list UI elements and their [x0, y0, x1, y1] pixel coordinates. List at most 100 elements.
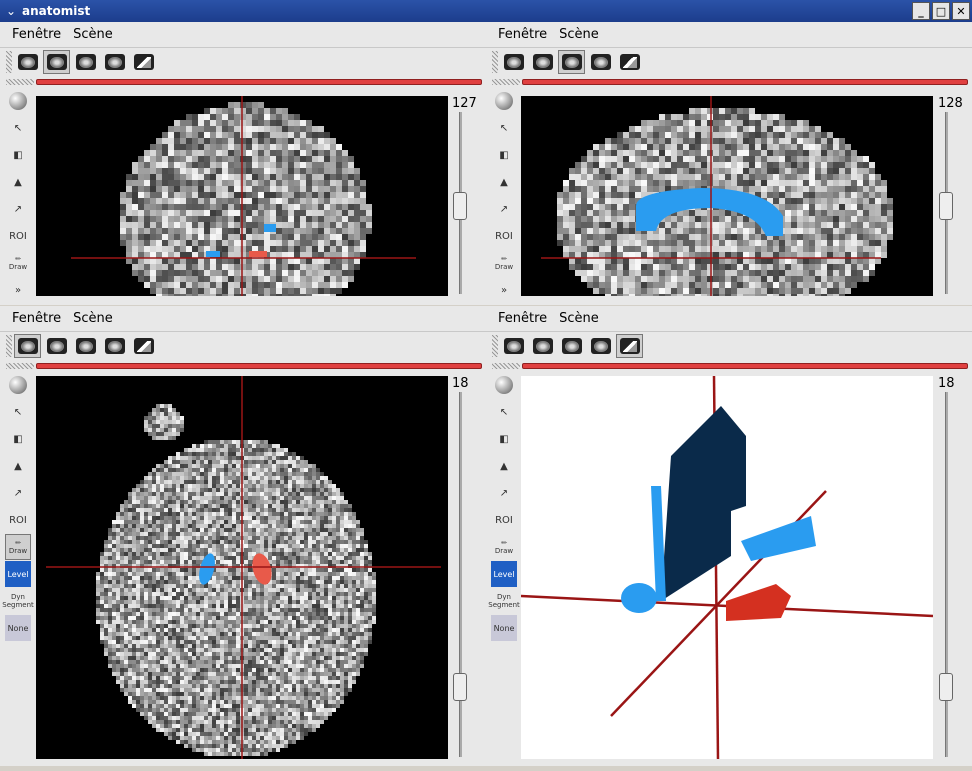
default-control-icon[interactable] [491, 372, 517, 398]
segment-label: Segment [2, 601, 34, 609]
selection-arrow-icon[interactable]: ↖ [499, 122, 509, 134]
flight-icon[interactable]: ▲ [500, 176, 508, 188]
view-axial2-button[interactable] [101, 50, 128, 74]
render-viewport-axial[interactable] [36, 376, 448, 759]
none-icon[interactable]: None [491, 615, 517, 641]
draw-icon[interactable]: ✏ Draw [5, 250, 31, 276]
roi-red [249, 251, 267, 257]
control-grip[interactable] [6, 79, 34, 85]
view-axial2-button[interactable] [101, 334, 128, 358]
transform-icon[interactable]: ◧ [13, 433, 23, 445]
minimize-icon[interactable]: _ [912, 2, 930, 20]
slider-thumb[interactable] [453, 673, 467, 702]
oblique-icon[interactable]: ↗ [13, 203, 23, 215]
view-axial-button[interactable] [529, 50, 556, 74]
slice-slider[interactable] [939, 392, 953, 757]
view-coronal-icon [17, 338, 38, 354]
default-control-icon[interactable] [491, 88, 517, 114]
view-axial-button[interactable] [43, 50, 70, 74]
default-control-icon[interactable] [5, 372, 31, 398]
draw-icon[interactable]: ✏ Draw [491, 534, 517, 560]
none-icon[interactable]: None [5, 615, 31, 641]
view-3d-button[interactable] [616, 50, 643, 74]
close-icon[interactable]: ✕ [952, 2, 970, 20]
more-tools-icon[interactable]: » [14, 284, 22, 296]
window-menu-icon[interactable]: ⌄ [5, 4, 17, 18]
slice-number: 18 [452, 376, 469, 391]
draw-icon[interactable]: ✏ Draw [5, 534, 31, 560]
view-axial-button[interactable] [529, 334, 556, 358]
view-pane-sagittal: Fenêtre Scène ↖ ◧ ▲ ↗ ROI ✏ Draw » 128 [486, 22, 972, 305]
transform-icon[interactable]: ◧ [13, 149, 23, 161]
slider-thumb[interactable] [939, 673, 953, 702]
view-3d-button[interactable] [130, 334, 157, 358]
view-sagittal-icon [75, 338, 96, 354]
view-axial2-button[interactable] [587, 334, 614, 358]
view-pane-3d: Fenêtre Scène ↖ ◧ ▲ ↗ ROI ✏ Draw Level Dyn Segment N… [486, 306, 972, 766]
level-icon[interactable]: Level [491, 561, 517, 587]
render-viewport-3d[interactable] [521, 376, 933, 759]
menubar: Fenêtre Scène [486, 22, 972, 48]
slider-thumb[interactable] [939, 192, 953, 220]
slice-number: 127 [452, 96, 477, 111]
draw-icon[interactable]: ✏ Draw [491, 250, 517, 276]
view-3d-button[interactable] [616, 334, 643, 358]
transform-icon[interactable]: ◧ [499, 433, 509, 445]
flight-icon[interactable]: ▲ [14, 460, 22, 472]
view-sagittal-button[interactable] [558, 334, 585, 358]
view-axial2-button[interactable] [587, 50, 614, 74]
slice-number: 18 [938, 376, 955, 391]
oblique-icon[interactable]: ↗ [499, 203, 509, 215]
dyn-segment-icon[interactable]: Dyn Segment [488, 588, 520, 614]
menu-fenetre[interactable]: Fenêtre [12, 311, 62, 326]
menu-scene[interactable]: Scène [73, 311, 113, 326]
roi-icon[interactable]: ROI [9, 230, 27, 242]
view-coronal-button[interactable] [14, 334, 41, 358]
menu-fenetre[interactable]: Fenêtre [498, 27, 548, 42]
render-viewport-coronal[interactable] [36, 96, 448, 296]
view-pane-axial: Fenêtre Scène ↖ ◧ ▲ ↗ ROI ✏ Draw Level Dyn Segment N… [0, 306, 486, 766]
selection-arrow-icon[interactable]: ↖ [13, 122, 23, 134]
slice-slider[interactable] [453, 112, 467, 294]
view-3d-button[interactable] [130, 50, 157, 74]
control-grip[interactable] [492, 363, 520, 369]
flight-icon[interactable]: ▲ [500, 460, 508, 472]
control-grip[interactable] [492, 79, 520, 85]
toolbar-grip[interactable] [6, 335, 12, 357]
flight-icon[interactable]: ▲ [14, 176, 22, 188]
toolbar-grip[interactable] [492, 51, 498, 73]
render-viewport-sagittal[interactable] [521, 96, 933, 296]
menu-scene[interactable]: Scène [559, 311, 599, 326]
roi-icon[interactable]: ROI [495, 230, 513, 242]
view-axial-button[interactable] [43, 334, 70, 358]
oblique-icon[interactable]: ↗ [499, 487, 509, 499]
more-tools-icon[interactable]: » [500, 284, 508, 296]
view-sagittal-button[interactable] [72, 334, 99, 358]
roi-icon[interactable]: ROI [9, 514, 27, 526]
view-sagittal-button[interactable] [558, 50, 585, 74]
toolbar-grip[interactable] [492, 335, 498, 357]
toolbar-grip[interactable] [6, 51, 12, 73]
dyn-segment-icon[interactable]: Dyn Segment [2, 588, 34, 614]
view-coronal-icon [17, 54, 38, 70]
transform-icon[interactable]: ◧ [499, 149, 509, 161]
maximize-icon[interactable]: □ [932, 2, 950, 20]
view-coronal-button[interactable] [14, 50, 41, 74]
slice-slider[interactable] [939, 112, 953, 294]
oblique-icon[interactable]: ↗ [13, 487, 23, 499]
menu-scene[interactable]: Scène [559, 27, 599, 42]
view-coronal-button[interactable] [500, 50, 527, 74]
menu-scene[interactable]: Scène [73, 27, 113, 42]
control-grip[interactable] [6, 363, 34, 369]
view-sagittal-button[interactable] [72, 50, 99, 74]
level-icon[interactable]: Level [5, 561, 31, 587]
slider-thumb[interactable] [453, 192, 467, 220]
selection-arrow-icon[interactable]: ↖ [13, 406, 23, 418]
view-coronal-button[interactable] [500, 334, 527, 358]
menu-fenetre[interactable]: Fenêtre [12, 27, 62, 42]
roi-icon[interactable]: ROI [495, 514, 513, 526]
default-control-icon[interactable] [5, 88, 31, 114]
selection-arrow-icon[interactable]: ↖ [499, 406, 509, 418]
slice-slider[interactable] [453, 392, 467, 757]
menu-fenetre[interactable]: Fenêtre [498, 311, 548, 326]
